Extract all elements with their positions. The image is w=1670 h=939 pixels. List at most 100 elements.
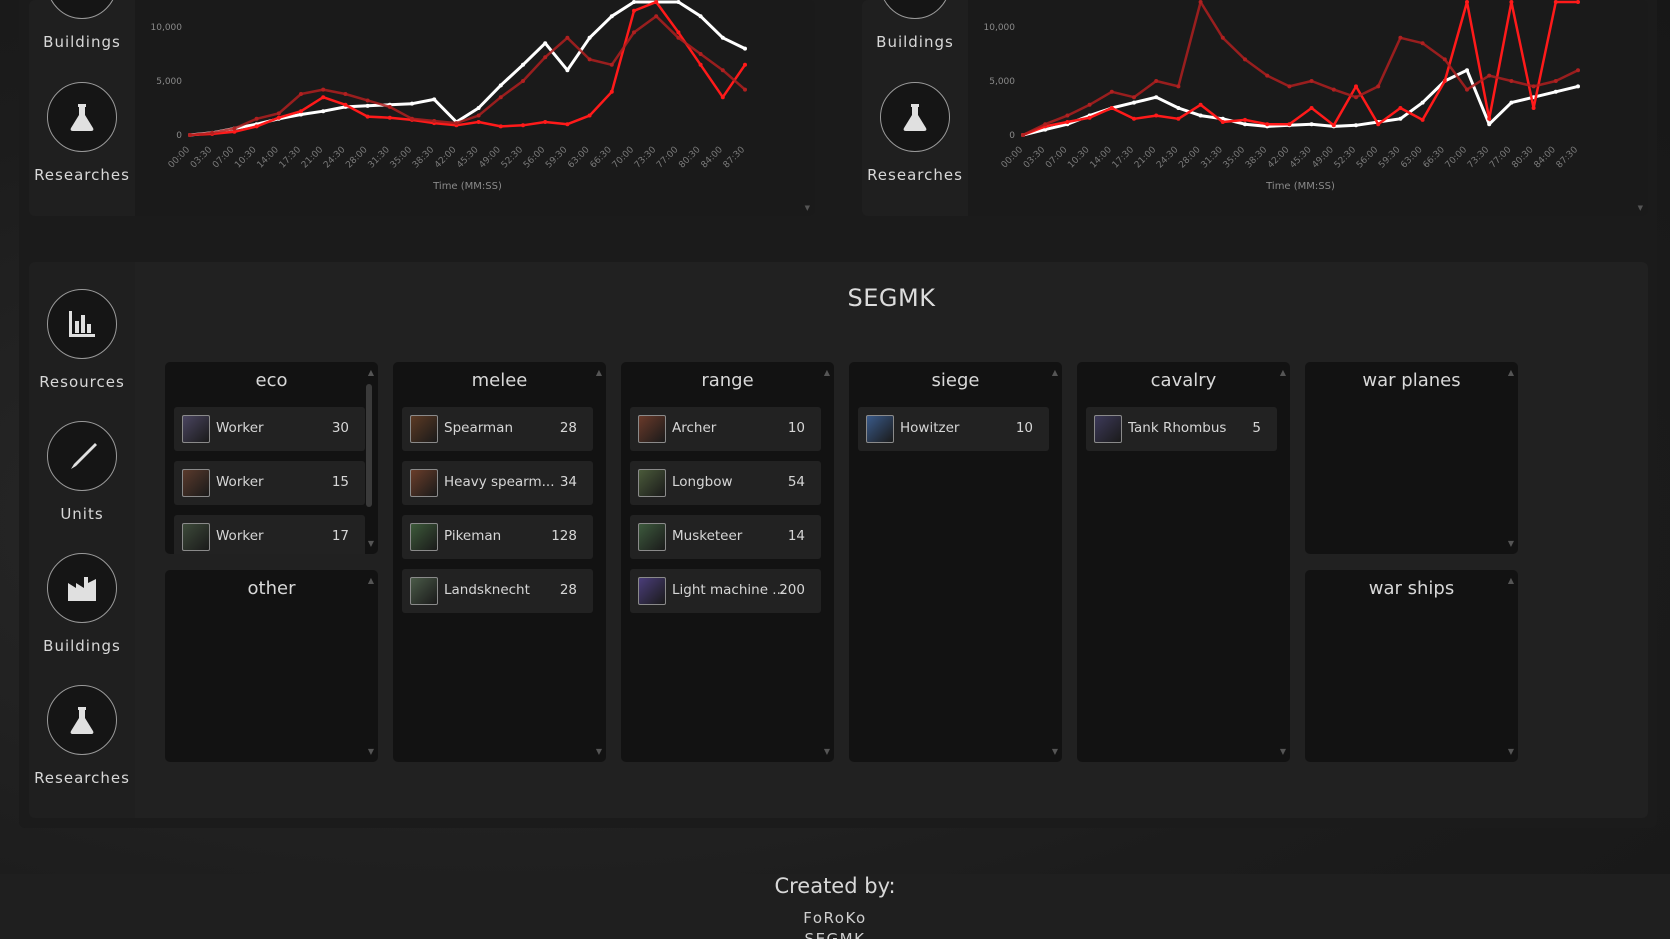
nav-buildings[interactable]: Buildings xyxy=(862,0,968,51)
unit-row[interactable]: Worker 15 xyxy=(174,461,365,505)
scroll-up-icon[interactable]: ▲ xyxy=(595,368,602,377)
series-point xyxy=(1354,123,1358,128)
x-tick-label: 70:00 xyxy=(611,145,637,171)
series-point xyxy=(609,62,614,67)
series-point xyxy=(1265,122,1270,127)
scroll-down-icon[interactable]: ▼ xyxy=(367,747,374,756)
series-line xyxy=(1022,0,1578,137)
series-point xyxy=(1176,84,1181,89)
unit-group[interactable]: war planes ▲ ▼ xyxy=(1305,362,1518,554)
unit-group[interactable]: cavalry ▲ ▼ Tank Rhombus 5 xyxy=(1077,362,1290,762)
x-tick-label: 59:30 xyxy=(1377,145,1403,171)
unit-group[interactable]: other ▲ ▼ xyxy=(165,570,378,762)
series-point xyxy=(432,118,437,123)
scroll-down-icon[interactable]: ▼ xyxy=(1279,747,1286,756)
unit-row[interactable]: Musketeer 14 xyxy=(630,515,821,559)
scroll-down-icon[interactable]: ▼ xyxy=(823,747,830,756)
scroll-up-icon[interactable]: ▲ xyxy=(367,576,374,585)
unit-group[interactable]: siege ▲ ▼ Howitzer 10 xyxy=(849,362,1062,762)
unit-row[interactable]: Worker 17 xyxy=(174,515,365,554)
unit-portrait-icon xyxy=(182,415,210,443)
series-point xyxy=(743,46,747,51)
nav-buildings[interactable]: Buildings xyxy=(29,553,135,655)
scroll-down-icon[interactable]: ▼ xyxy=(367,539,374,548)
series-point xyxy=(1065,113,1070,118)
x-tick-label: 84:00 xyxy=(700,145,726,171)
unit-group[interactable]: range ▲ ▼ Archer 10 Longbow 54 Musketeer 14 Light… xyxy=(621,362,834,762)
series-point xyxy=(698,14,703,19)
scrollbar-thumb[interactable] xyxy=(366,384,372,507)
unit-row[interactable]: Tank Rhombus 5 xyxy=(1086,407,1277,451)
series-line xyxy=(1022,0,1579,137)
unit-name: Worker xyxy=(216,528,264,544)
series-point xyxy=(1553,0,1558,4)
scroll-down-icon[interactable]: ▼ xyxy=(595,747,602,756)
flask-icon xyxy=(880,82,950,152)
x-tick-label: 28:00 xyxy=(1177,145,1203,171)
scroll-up-icon[interactable]: ▲ xyxy=(1507,576,1514,585)
unit-count: 15 xyxy=(331,474,349,490)
series-point xyxy=(188,133,192,137)
scroll-up-icon[interactable]: ▲ xyxy=(823,368,830,377)
series-point xyxy=(1576,84,1580,89)
nav-buildings[interactable]: Buildings xyxy=(29,0,135,51)
unit-row[interactable]: Howitzer 10 xyxy=(858,407,1049,451)
unit-row[interactable]: Spearman 28 xyxy=(402,407,593,451)
series-point xyxy=(498,83,503,88)
x-tick-label: 87:30 xyxy=(1555,145,1581,171)
series-point xyxy=(1132,95,1136,100)
x-tick-label: 56:00 xyxy=(1355,145,1381,171)
nav-researches[interactable]: Researches xyxy=(29,82,135,184)
unit-group-title: siege xyxy=(931,370,980,391)
unit-row[interactable]: Worker 30 xyxy=(174,407,365,451)
top-card-right: Buildings Researches 0 5,000 10,000 00:00 03… xyxy=(862,0,1648,216)
unit-portrait-icon xyxy=(638,415,666,443)
unit-group[interactable]: war ships ▲ ▼ xyxy=(1305,570,1518,762)
unit-portrait-icon xyxy=(638,523,666,551)
series-point xyxy=(676,30,681,35)
series-point xyxy=(254,124,259,129)
x-tick-label: 66:30 xyxy=(1422,145,1448,171)
unit-row[interactable]: Light machine ... 200 xyxy=(630,569,821,613)
unit-count: 128 xyxy=(551,528,577,544)
unit-portrait-icon xyxy=(410,577,438,605)
series-point xyxy=(1243,117,1247,122)
series-point xyxy=(1576,68,1580,73)
unit-name: Musketeer xyxy=(672,528,743,544)
unit-row[interactable]: Landsknecht 28 xyxy=(402,569,593,613)
scroll-down-icon[interactable]: ▼ xyxy=(1051,747,1058,756)
card-sidebar: Buildings Researches xyxy=(29,0,135,216)
unit-group[interactable]: eco ▲ ▼ Worker 30 Worker 15 Worker 17 xyxy=(165,362,378,554)
series-point xyxy=(654,14,659,19)
unit-name: Archer xyxy=(672,420,717,436)
y-tick-label: 5,000 xyxy=(156,77,182,87)
series-point xyxy=(609,89,614,94)
unit-row[interactable]: Longbow 54 xyxy=(630,461,821,505)
series-point xyxy=(1198,102,1203,107)
scroll-up-icon[interactable]: ▲ xyxy=(1051,368,1058,377)
footer-credit: SEGMK xyxy=(804,930,866,939)
nav-resources[interactable]: Resources xyxy=(29,289,135,391)
factory-icon xyxy=(47,0,117,19)
unit-group[interactable]: melee ▲ ▼ Spearman 28 Heavy spearm... 34 Pikema… xyxy=(393,362,606,762)
scroll-up-icon[interactable]: ▲ xyxy=(1507,368,1514,377)
unit-row[interactable]: Pikeman 128 xyxy=(402,515,593,559)
scroll-down-icon[interactable]: ▼ xyxy=(1507,539,1514,548)
series-point xyxy=(1287,84,1292,89)
series-point xyxy=(1553,89,1558,94)
scroll-down-icon[interactable]: ▼ xyxy=(1507,747,1514,756)
series-point xyxy=(1309,122,1314,127)
series-point xyxy=(410,101,414,106)
x-tick-label: 24:30 xyxy=(1155,145,1181,171)
nav-researches[interactable]: Researches xyxy=(862,82,968,184)
nav-researches[interactable]: Researches xyxy=(29,685,135,787)
series-point xyxy=(232,126,237,131)
unit-row[interactable]: Archer 10 xyxy=(630,407,821,451)
nav-units[interactable]: Units xyxy=(29,421,135,523)
scroll-up-icon[interactable]: ▲ xyxy=(1279,368,1286,377)
line-chart-area: 0 5,000 10,000 00:00 03:30 07:00 10:30 14:00 17:… xyxy=(968,0,1648,216)
series-point xyxy=(676,0,681,4)
x-tick-label: 73:30 xyxy=(633,145,659,171)
unit-row[interactable]: Heavy spearm... 34 xyxy=(402,461,593,505)
scroll-up-icon[interactable]: ▲ xyxy=(367,368,374,377)
